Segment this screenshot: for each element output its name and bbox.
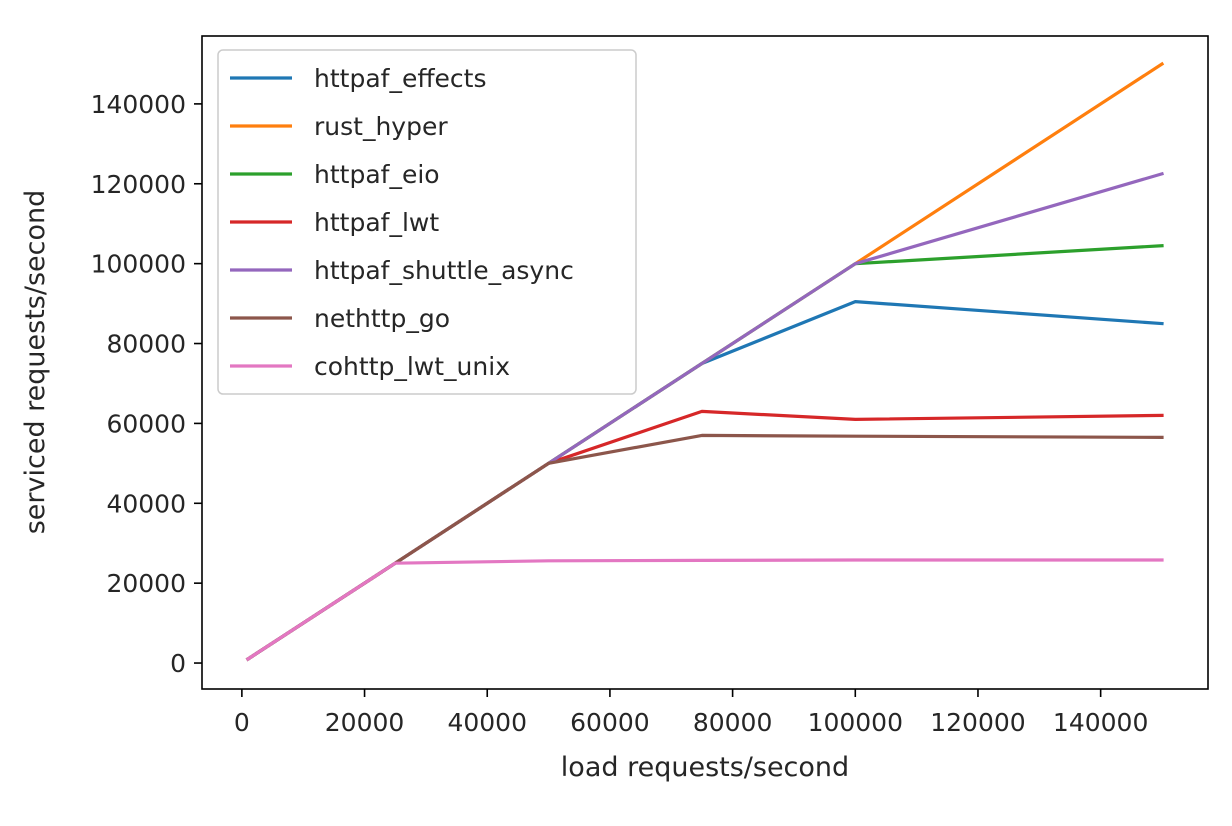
y-tick-label: 40000 <box>106 489 186 518</box>
x-tick-label: 80000 <box>693 708 773 737</box>
legend-label: httpaf_eio <box>314 160 440 189</box>
x-tick-label: 0 <box>234 708 250 737</box>
legend-label: cohttp_lwt_unix <box>314 352 510 381</box>
y-tick-label: 0 <box>170 649 186 678</box>
legend-label: httpaf_lwt <box>314 208 439 237</box>
y-tick-label: 80000 <box>106 330 186 359</box>
series-line-nethttp-go <box>245 433 1164 662</box>
y-tick-label: 140000 <box>91 90 186 119</box>
x-tick-label: 40000 <box>447 708 527 737</box>
legend-label: httpaf_effects <box>314 64 487 93</box>
x-axis: 0 20000 40000 60000 80000 100000 120000 140000 <box>234 689 1148 737</box>
x-tick-label: 100000 <box>808 708 903 737</box>
x-tick-label: 60000 <box>570 708 650 737</box>
y-tick-label: 120000 <box>91 170 186 199</box>
x-tick-label: 120000 <box>930 708 1025 737</box>
x-axis-label: load requests/second <box>561 752 849 783</box>
legend-label: nethttp_go <box>314 304 450 333</box>
x-tick-label: 20000 <box>325 708 405 737</box>
x-tick-label: 140000 <box>1053 708 1148 737</box>
y-tick-label: 60000 <box>106 409 186 438</box>
legend-label: httpaf_shuttle_async <box>314 256 574 285</box>
y-tick-label: 100000 <box>91 250 186 279</box>
legend: httpaf_effects rust_hyper httpaf_eiohttpaf… <box>217 49 637 395</box>
plot-frame <box>201 35 1209 690</box>
series-layer <box>245 61 1165 662</box>
legend-frame <box>217 49 637 395</box>
series-line-cohttp-lwt-unix <box>245 558 1164 662</box>
y-axis-label: serviced requests/second <box>20 190 51 535</box>
legend-label: rust_hyper <box>314 112 448 141</box>
y-axis: 0 20000 40000 60000 80000 100000 120000 140000 <box>91 90 202 678</box>
y-tick-label: 20000 <box>106 569 186 598</box>
series-line-httpaf-lwt <box>245 409 1164 662</box>
